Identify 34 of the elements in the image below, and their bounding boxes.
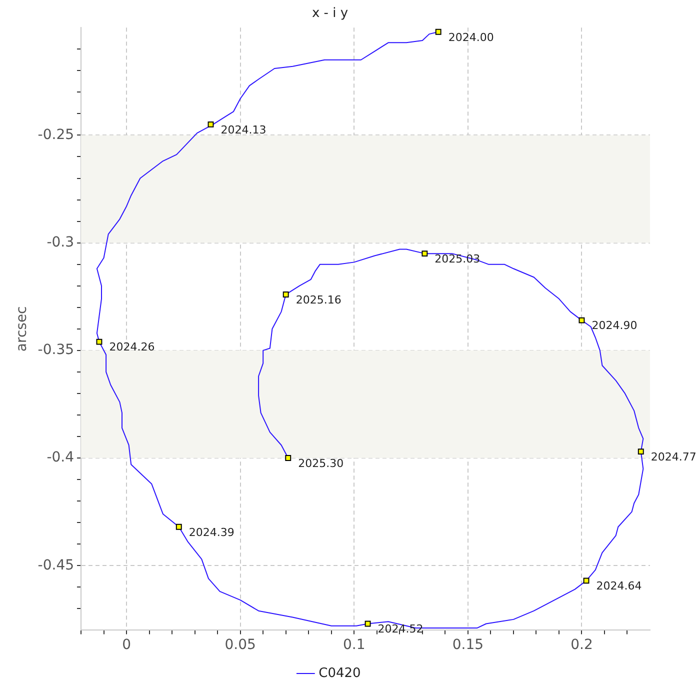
- y-tick-label: -0.45: [38, 557, 74, 574]
- x-tick-label: 0.1: [343, 637, 366, 654]
- point: [96, 338, 102, 345]
- annotation: 2024.64: [596, 580, 642, 593]
- x-tick-label: 0.15: [452, 637, 484, 654]
- point: [578, 317, 585, 324]
- x-tick-label: 0: [122, 637, 132, 654]
- annotation: 2024.26: [109, 340, 155, 354]
- point: [285, 455, 292, 462]
- legend-label: C0420: [318, 666, 361, 681]
- point: [208, 121, 214, 128]
- y-tick-label: -0.25: [38, 126, 74, 143]
- annotation: 2024.39: [188, 526, 234, 539]
- annotation: 2025.30: [298, 456, 344, 470]
- point: [638, 448, 644, 455]
- x-tick-label: 0.2: [570, 637, 593, 654]
- point: [422, 250, 428, 257]
- annotation: 2024.52: [378, 622, 424, 636]
- chart-title: x - i y: [312, 6, 348, 22]
- annotation: 2024.00: [448, 30, 494, 44]
- point: [364, 620, 371, 627]
- point: [282, 291, 289, 298]
- annotation: 2024.13: [220, 123, 266, 136]
- y-axis-title: arcsec: [14, 306, 30, 352]
- annotation: 2024.77: [650, 450, 696, 464]
- point: [435, 28, 442, 35]
- y-tick-label: -0.3: [46, 234, 74, 250]
- y-tick-label: -0.4: [46, 450, 74, 466]
- x-tick-label: 0.05: [224, 637, 256, 654]
- y-tick-label: -0.35: [38, 342, 74, 358]
- point: [176, 524, 182, 530]
- point: [583, 578, 590, 584]
- annotation: 2024.90: [592, 319, 638, 332]
- annotation: 2025.16: [296, 293, 342, 306]
